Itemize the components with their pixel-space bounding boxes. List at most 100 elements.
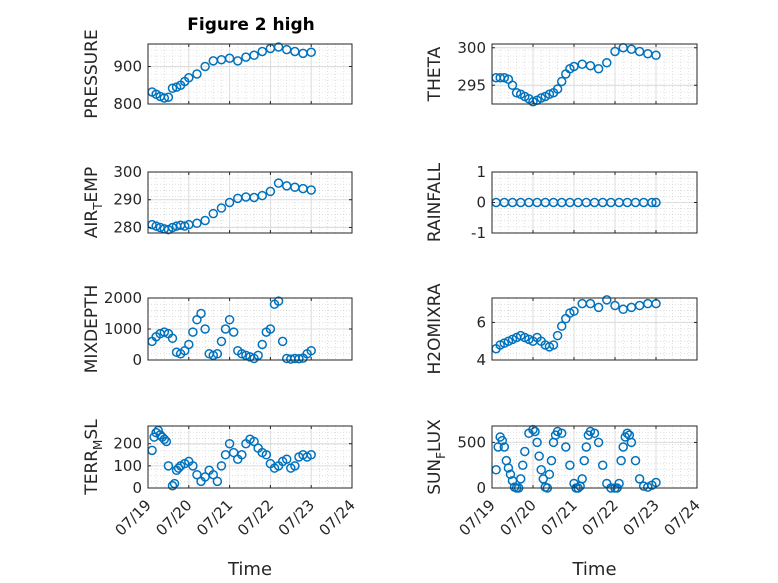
data-point <box>196 308 206 319</box>
data-point <box>622 428 633 439</box>
y-axis-label: H2OMIXRA <box>425 283 445 374</box>
y-tick-label: 200 <box>113 435 142 453</box>
data-point <box>167 333 178 344</box>
x-tick-label: 07/24 <box>316 496 359 539</box>
data-point <box>497 435 507 446</box>
data-point <box>163 461 174 471</box>
data-point <box>561 313 571 324</box>
subplot-airtemp: 280 290 300 AIRTEMP <box>82 163 353 238</box>
data-point <box>556 428 567 439</box>
data-point <box>634 474 645 484</box>
data-point <box>216 203 227 213</box>
x-tick-label: 07/23 <box>275 496 318 539</box>
data-point <box>561 442 571 452</box>
x-tick-label: 07/21 <box>538 496 581 539</box>
axes-box <box>491 425 698 489</box>
data-point <box>577 298 587 309</box>
data-point <box>257 46 267 57</box>
data-point <box>546 455 557 466</box>
data-point <box>151 221 161 231</box>
data-point <box>499 442 510 452</box>
data-point <box>618 304 628 315</box>
x-tick-label: 07/24 <box>661 496 704 539</box>
data-point <box>208 350 219 361</box>
data-point <box>306 47 316 57</box>
subplot-grid: 800 900 PRESSURE 295 300 THETA 280 290 300 AIRTEM… <box>82 29 704 580</box>
data-point <box>159 327 170 337</box>
data-point <box>147 445 157 456</box>
axes-box <box>147 425 353 489</box>
y-tick-label: 0 <box>132 351 142 369</box>
y-axis-label: THETA <box>425 46 445 102</box>
data-point <box>290 46 300 57</box>
x-tick-label: 07/23 <box>620 496 663 539</box>
data-point <box>249 50 259 60</box>
data-point <box>167 481 178 491</box>
y-axis-label: AIRTEMP <box>82 167 105 238</box>
data-point <box>237 349 247 359</box>
x-tick-label: 07/19 <box>456 496 499 539</box>
data-point <box>273 178 284 188</box>
data-point <box>503 463 514 473</box>
data-point <box>552 330 563 341</box>
data-point <box>208 208 219 219</box>
data-point <box>200 215 210 226</box>
y-tick-label: 4 <box>476 351 486 369</box>
data-point <box>159 93 170 103</box>
data-point <box>224 314 235 325</box>
figure-title: Figure 2 high <box>187 15 315 35</box>
y-tick-label: 1 <box>476 163 486 181</box>
data-point <box>581 442 592 452</box>
data-point <box>507 80 518 90</box>
data-point <box>585 61 596 71</box>
x-tick-label: 07/22 <box>234 496 277 539</box>
y-tick-label: 2000 <box>104 289 142 307</box>
data-point <box>651 50 661 60</box>
data-point <box>265 324 276 334</box>
data-point <box>614 478 624 489</box>
data-point <box>610 300 620 311</box>
data-point <box>173 463 184 473</box>
data-point <box>277 336 288 347</box>
data-point <box>188 327 198 337</box>
data-point <box>585 298 596 309</box>
data-point <box>212 476 223 487</box>
data-point <box>634 300 645 311</box>
data-point <box>233 193 243 204</box>
data-point <box>634 46 645 57</box>
data-point <box>212 349 223 359</box>
y-tick-label: 280 <box>113 218 142 236</box>
data-point <box>593 302 604 313</box>
data-point <box>569 306 579 316</box>
data-point <box>647 197 657 208</box>
data-point <box>569 61 579 72</box>
data-point <box>610 46 620 57</box>
y-tick-label: -1 <box>471 224 486 242</box>
data-point <box>298 183 308 194</box>
data-point <box>216 336 227 347</box>
data-point <box>220 450 231 460</box>
data-point <box>265 186 276 197</box>
data-point <box>643 298 653 309</box>
data-point <box>249 436 259 447</box>
data-point <box>159 434 170 445</box>
x-tick-label: 07/22 <box>579 496 622 539</box>
y-axis-label: PRESSURE <box>82 29 102 118</box>
data-point <box>192 69 202 79</box>
y-tick-label: 290 <box>113 191 142 209</box>
data-point <box>184 73 194 83</box>
subplot-sunflux: 0 500 SUNFLUX 07/1907/2007/2107/2207/2307/2… <box>425 419 704 580</box>
data-point <box>577 474 587 484</box>
data-point <box>579 455 589 466</box>
y-tick-label: 295 <box>457 76 486 94</box>
data-point <box>544 89 555 99</box>
data-point <box>593 64 604 74</box>
y-tick-label: 6 <box>476 313 486 331</box>
data-point <box>241 350 251 361</box>
data-point <box>616 455 626 466</box>
data-point <box>257 339 267 350</box>
y-tick-label: 0 <box>476 194 486 212</box>
data-point <box>530 426 540 437</box>
y-tick-label: 300 <box>457 39 486 57</box>
